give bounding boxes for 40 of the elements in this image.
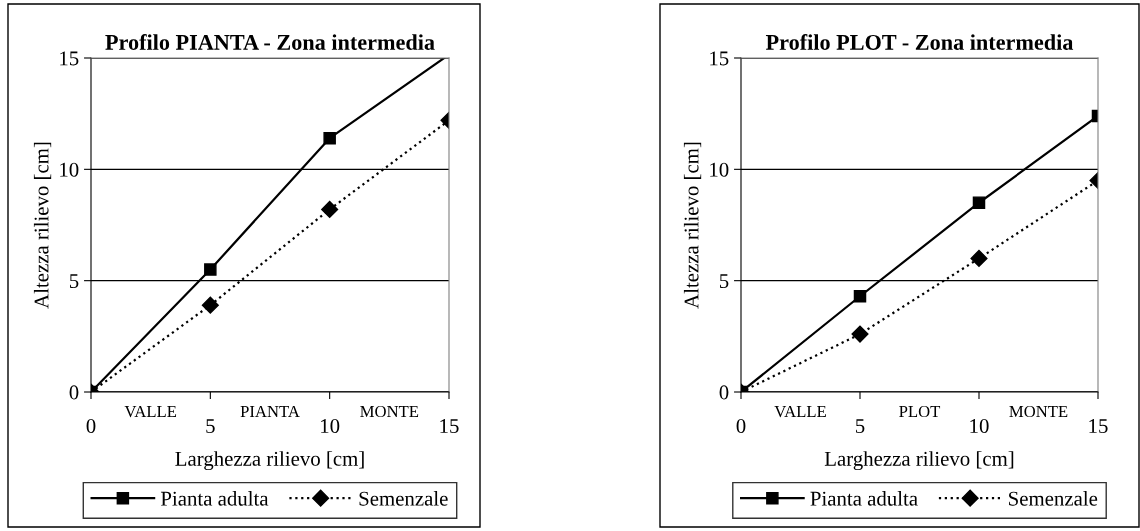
x-axis-title: Larghezza rilievo [cm] (175, 451, 364, 471)
x-tick-label: 0 (86, 418, 96, 434)
point (853, 290, 867, 303)
y-tick-label: 0 (69, 385, 79, 400)
text: PIANTA (240, 405, 300, 417)
chart-title: Profilo PIANTA - Zona intermedia (105, 34, 435, 50)
x-axis-title: Larghezza rilievo [cm] (824, 451, 1014, 471)
text: VALLE (774, 405, 826, 418)
x-tick-label: 15 (440, 419, 459, 434)
y-tick-label: 15 (710, 51, 729, 66)
y-tick-label: 15 (60, 51, 79, 66)
point (970, 249, 988, 267)
y-tick-label: 5 (69, 274, 79, 289)
point (204, 263, 217, 276)
legend-label: Pianta adulta (810, 491, 918, 506)
x-tick-label: 5 (206, 419, 215, 434)
x-tick-label: 0 (736, 418, 746, 434)
text: MONTE (360, 405, 419, 418)
x-tick-label: 10 (970, 418, 989, 434)
legend-label: Semenzale (359, 491, 448, 506)
y-tick-label: 10 (60, 162, 79, 177)
legend-label: Semenzale (1009, 491, 1098, 506)
text: MONTE (1009, 405, 1068, 418)
y-tick-label: 10 (710, 162, 729, 177)
y-tick-label: 5 (719, 274, 729, 289)
point (201, 296, 219, 314)
y-axis-title: Altezza rilievo [cm] (33, 142, 52, 309)
point (321, 200, 339, 218)
legend-label: Pianta adulta (160, 491, 269, 506)
text: PLOT (899, 405, 941, 418)
x-tick-label: 15 (1089, 419, 1108, 434)
y-axis-title: Altezza rilievo [cm] (683, 142, 702, 309)
chart-title: Profilo PLOT - Zona intermedia (765, 34, 1074, 50)
point (972, 196, 986, 209)
text: VALLE (124, 405, 177, 418)
x-tick-label: 10 (321, 418, 340, 434)
point (851, 325, 869, 343)
x-tick-label: 5 (856, 419, 865, 434)
y-tick-label: 0 (719, 385, 729, 400)
point (323, 131, 336, 145)
